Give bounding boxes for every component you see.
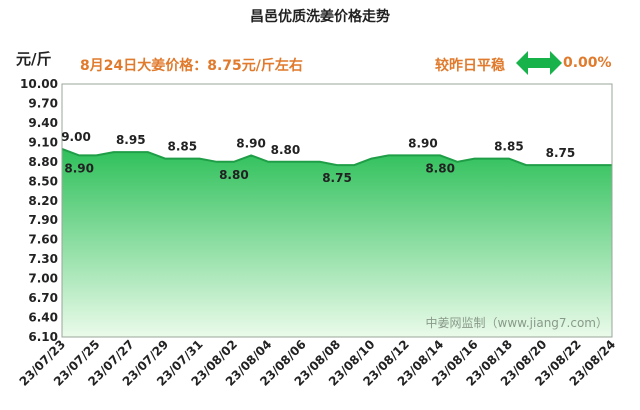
y-tick-label: 7.60 bbox=[28, 233, 58, 247]
y-tick-label: 7.90 bbox=[28, 213, 58, 227]
data-label: 8.90 bbox=[408, 136, 438, 150]
data-label: 8.95 bbox=[116, 133, 146, 147]
y-tick-label: 7.00 bbox=[28, 272, 58, 286]
price-note: 8月24日大姜价格：8.75元/斤左右 bbox=[80, 58, 303, 74]
y-tick-label: 9.70 bbox=[28, 96, 58, 110]
data-label: 8.80 bbox=[425, 161, 455, 175]
compare-label: 较昨日平稳 bbox=[435, 58, 505, 74]
data-label: 9.00 bbox=[61, 130, 91, 144]
y-tick-label: 6.40 bbox=[28, 311, 58, 325]
y-tick-label: 6.70 bbox=[28, 291, 58, 305]
double-arrow-icon bbox=[516, 51, 562, 75]
y-axis-unit: 元/斤 bbox=[16, 50, 52, 68]
plot-frame bbox=[61, 83, 613, 338]
y-tick-label: 9.40 bbox=[28, 116, 58, 130]
y-tick-label: 9.10 bbox=[28, 135, 58, 149]
data-label: 8.90 bbox=[236, 136, 266, 150]
y-tick-label: 7.30 bbox=[28, 252, 58, 266]
data-label: 8.75 bbox=[322, 171, 352, 185]
chart-title: 昌邑优质洗姜价格走势 bbox=[250, 9, 390, 25]
compare-value: 0.00% bbox=[563, 55, 612, 71]
y-tick-label: 8.80 bbox=[28, 155, 58, 169]
y-tick-label: 10.00 bbox=[20, 77, 58, 91]
y-tick-label: 8.50 bbox=[28, 174, 58, 188]
data-label: 8.80 bbox=[219, 168, 249, 182]
data-label: 8.85 bbox=[494, 140, 524, 154]
data-label: 8.75 bbox=[546, 146, 576, 160]
watermark: 中姜网监制（www.jiang7.com） bbox=[426, 315, 608, 330]
y-tick-label: 6.10 bbox=[28, 330, 58, 344]
y-tick-label: 8.20 bbox=[28, 194, 58, 208]
data-label: 8.80 bbox=[271, 143, 301, 157]
price-line bbox=[61, 147, 612, 167]
price-area-fill bbox=[62, 148, 612, 337]
data-label: 8.85 bbox=[168, 140, 198, 154]
data-label: 8.90 bbox=[64, 161, 94, 175]
